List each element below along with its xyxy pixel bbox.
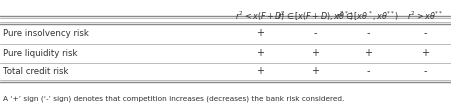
Text: $r^2 \in [x\theta^*, x\theta^{**})$: $r^2 \in [x\theta^*, x\theta^{**})$ (336, 10, 400, 23)
Text: $r^2 > x\theta^{**}$: $r^2 > x\theta^{**}$ (407, 10, 443, 22)
Text: +: + (256, 28, 264, 38)
Text: -: - (423, 28, 427, 38)
Text: $r^2 \in [x(F+D), x\theta^*)$: $r^2 \in [x(F+D), x\theta^*)$ (277, 10, 353, 23)
Text: -: - (423, 66, 427, 76)
Text: $r^2 < x(F+D)$: $r^2 < x(F+D)$ (235, 10, 285, 23)
Text: +: + (256, 66, 264, 76)
Text: Total credit risk: Total credit risk (3, 67, 69, 75)
Text: -: - (366, 28, 370, 38)
Text: +: + (364, 48, 372, 58)
Text: Pure insolvency risk: Pure insolvency risk (3, 28, 89, 38)
Text: A ‘+’ sign (‘-’ sign) denotes that competition increases (decreases) the bank ri: A ‘+’ sign (‘-’ sign) denotes that compe… (3, 95, 345, 101)
Text: +: + (256, 48, 264, 58)
Text: +: + (311, 66, 319, 76)
Text: -: - (313, 28, 317, 38)
Text: +: + (421, 48, 429, 58)
Text: -: - (366, 66, 370, 76)
Text: +: + (311, 48, 319, 58)
Text: Pure liquidity risk: Pure liquidity risk (3, 48, 78, 57)
